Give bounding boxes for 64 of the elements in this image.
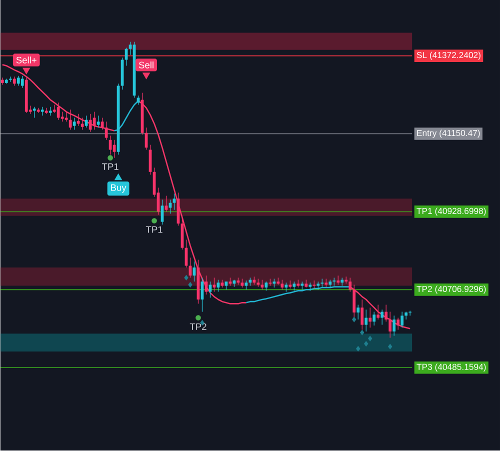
- candlestick: [336, 275, 340, 286]
- candlestick: [164, 196, 168, 212]
- candlestick: [84, 115, 88, 128]
- candlestick: [372, 312, 376, 326]
- candlestick: [364, 310, 368, 332]
- candlestick: [64, 112, 68, 122]
- candlestick: [92, 112, 96, 130]
- candlestick: [400, 312, 404, 328]
- candlestick: [76, 114, 80, 126]
- candlestick: [80, 118, 84, 130]
- candlestick: [12, 76, 16, 86]
- candlestick: [100, 118, 104, 130]
- candlestick: [280, 280, 284, 290]
- point: [142, 72, 150, 80]
- candlestick: [108, 136, 112, 156]
- point: [388, 344, 392, 350]
- candlestick: [208, 281, 212, 298]
- ref-line-label: TP2 (40706.9296): [416, 286, 486, 294]
- series-label: TP2: [190, 324, 206, 330]
- point: [352, 317, 356, 322]
- series-label: TP1: [146, 226, 162, 233]
- series-label: Sell: [138, 62, 154, 69]
- candlestick: [384, 304, 388, 322]
- candlestick: [56, 102, 60, 120]
- candlestick: [68, 110, 72, 130]
- candlestick: [376, 304, 380, 320]
- text: TP1: [102, 164, 118, 170]
- point: [356, 346, 360, 352]
- candlestick: [380, 310, 384, 326]
- candlestick: [244, 280, 248, 290]
- ref-line-label: TP3 (40485.1594): [416, 364, 486, 372]
- candlestick: [284, 282, 288, 292]
- ref-line-label: Entry (41150.47): [417, 130, 480, 138]
- point: [188, 282, 192, 288]
- candlestick: [72, 118, 76, 130]
- candlestick: [392, 315, 396, 336]
- point: [368, 336, 372, 342]
- point: [364, 341, 368, 347]
- candlestick: [348, 278, 352, 292]
- candlestick: [88, 114, 92, 132]
- point: [114, 174, 122, 180]
- candlestick: [356, 304, 360, 320]
- candlestick: [32, 106, 36, 118]
- candlestick: [360, 299, 364, 330]
- candlestick: [292, 281, 296, 292]
- ref-line-label: TP1 (40928.6998): [416, 208, 486, 216]
- candlestick: [16, 76, 20, 86]
- point: [196, 315, 201, 321]
- series-label: Buy: [111, 184, 126, 193]
- candlestick: [96, 115, 100, 128]
- point: [152, 218, 157, 224]
- ref-line-label: SL (41372.2402): [416, 52, 480, 60]
- candlestick: [368, 307, 372, 328]
- point: [108, 155, 113, 161]
- candlestick: [212, 278, 216, 292]
- point: [22, 68, 30, 74]
- candlestick: [204, 275, 208, 296]
- candlestick: [104, 121, 108, 140]
- candlestick: [172, 194, 176, 210]
- candlestick: [260, 280, 264, 290]
- point: [360, 330, 364, 336]
- point: [184, 275, 188, 281]
- candlestick: [20, 76, 24, 88]
- series-label: Sell+: [16, 56, 36, 64]
